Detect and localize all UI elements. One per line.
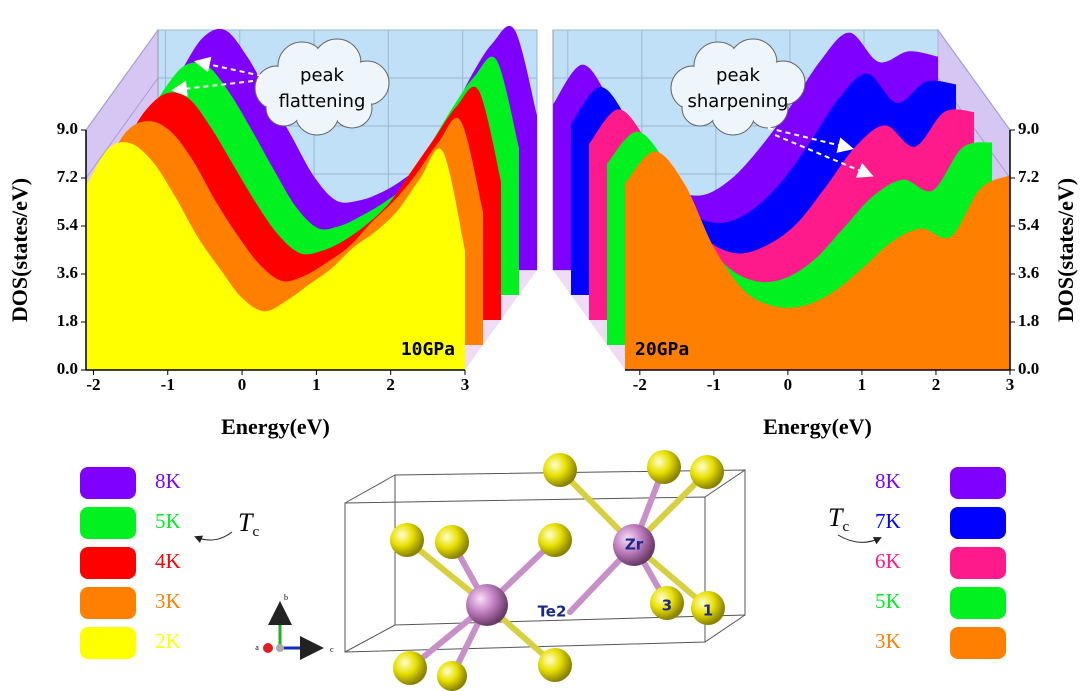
te-atom [543,453,577,487]
te-atom [435,525,469,559]
x-tick-label: 0 [238,375,247,394]
charts: 0.0 1.8 3.6 5.4 7.2 9.0 -2 -1 0 1 2 3 Energy(eV) DOS(… [7,26,1078,659]
x-tick-label: 1 [858,375,867,394]
legend-swatch [950,547,1006,579]
y-tick-label: 3.6 [57,263,78,282]
figure: 0.0 1.8 3.6 5.4 7.2 9.0 -2 -1 0 1 2 3 Energy(eV) DOS(… [0,0,1086,691]
tc-text: Tc [238,508,259,540]
x-tick-label: 3 [1006,375,1015,394]
cloud-text: sharpening [688,91,789,112]
legend-label: 8K [875,469,901,493]
y-tick-label: 1.8 [57,311,78,330]
cloud-fill [703,53,773,123]
axis-label: a [255,643,259,652]
y-axis-label: DOS(states/eV) [1053,178,1078,322]
te-atom [393,651,427,685]
legend-label: 6K [875,549,901,573]
x-tick-label: 1 [312,375,321,394]
tc-text: Tc [828,503,849,535]
te-atom [538,523,572,557]
cloud-text: peak [300,65,345,86]
x-axis-label: Energy(eV) [221,414,330,439]
legend-swatch [80,467,136,499]
te-atom [538,648,572,682]
y-tick-label: 7.2 [1018,167,1039,186]
y-tick-label: 9.0 [1018,119,1039,138]
origin [276,644,284,652]
y-tick-label: 5.4 [57,215,79,234]
x-tick-label: -1 [161,375,175,394]
legend-swatch [80,547,136,579]
y-tick-label: 9.0 [57,119,78,138]
atom-label: 3 [662,597,672,615]
cloud-text: peak [716,65,761,86]
y-tick-label: 5.4 [1018,215,1040,234]
tc-arrow [196,532,232,540]
zr-atom [466,584,508,626]
legend-swatch [950,507,1006,539]
bonds [407,467,708,676]
cell-edge [345,625,395,652]
legend-label: 5K [155,509,181,533]
atom-label: Zr [625,536,644,554]
pressure-label: 10GPa [401,339,455,360]
x-tick-label: 2 [932,375,941,394]
y-axis-label: DOS(states/eV) [7,178,32,322]
y-tick-label: 1.8 [1018,311,1039,330]
legend: 8K 5K 4K 3K 2K [80,467,181,659]
x-tick-label: -1 [707,375,721,394]
legend-swatch [80,587,136,619]
legend-swatch [80,627,136,659]
x-tick-label: -2 [86,375,100,394]
legend-label: 3K [875,629,901,653]
te-atom [690,455,724,489]
tc-subscript: c [252,524,259,540]
te-atom [647,450,681,484]
x-axis-label: Energy(eV) [763,414,872,439]
legend-label: 7K [875,509,901,533]
y-tick-label: 7.2 [57,167,78,186]
tc-arrow [838,535,880,542]
tc-subscript: c [842,519,849,535]
cloud-fill [287,53,357,123]
x-tick-label: 0 [784,375,793,394]
legend-label: 3K [155,589,181,613]
atom-label: Te2 [538,603,567,621]
x-tick-label: 2 [386,375,395,394]
legend-label: 8K [155,469,181,493]
a-axis [263,643,273,653]
cloud-text: flattening [279,91,366,112]
axis-triad: a b c [255,593,334,654]
legend-swatch [950,587,1006,619]
y-tick-label: 3.6 [1018,263,1039,282]
cell-edge [345,475,395,503]
pressure-label: 20GPa [635,339,689,360]
y-tick-label: 0.0 [1018,359,1039,378]
legend-label: 2K [155,629,181,653]
axis-label: c [330,645,334,654]
tc-label: Tc Tc [196,503,880,542]
legend-swatch [950,467,1006,499]
x-tick-label: -2 [633,375,647,394]
legend-swatch [80,507,136,539]
y-tick-label: 0.0 [57,359,78,378]
legend-label: 5K [875,589,901,613]
legend-label: 4K [155,549,181,573]
crystal-structure: Zr Te2 3 1 a b c [255,450,745,691]
te-atom [437,661,467,691]
axis-label: b [284,593,288,602]
legend: 8K 7K 6K 5K 3K [875,467,1006,659]
atom-label: 1 [703,602,713,620]
legend-swatch [950,627,1006,659]
chart: 0.0 1.8 3.6 5.4 7.2 9.0 -2 -1 0 1 2 3 Energy(eV) DOS(… [7,26,537,659]
x-tick-label: 3 [461,375,470,394]
te-atom [390,523,424,557]
